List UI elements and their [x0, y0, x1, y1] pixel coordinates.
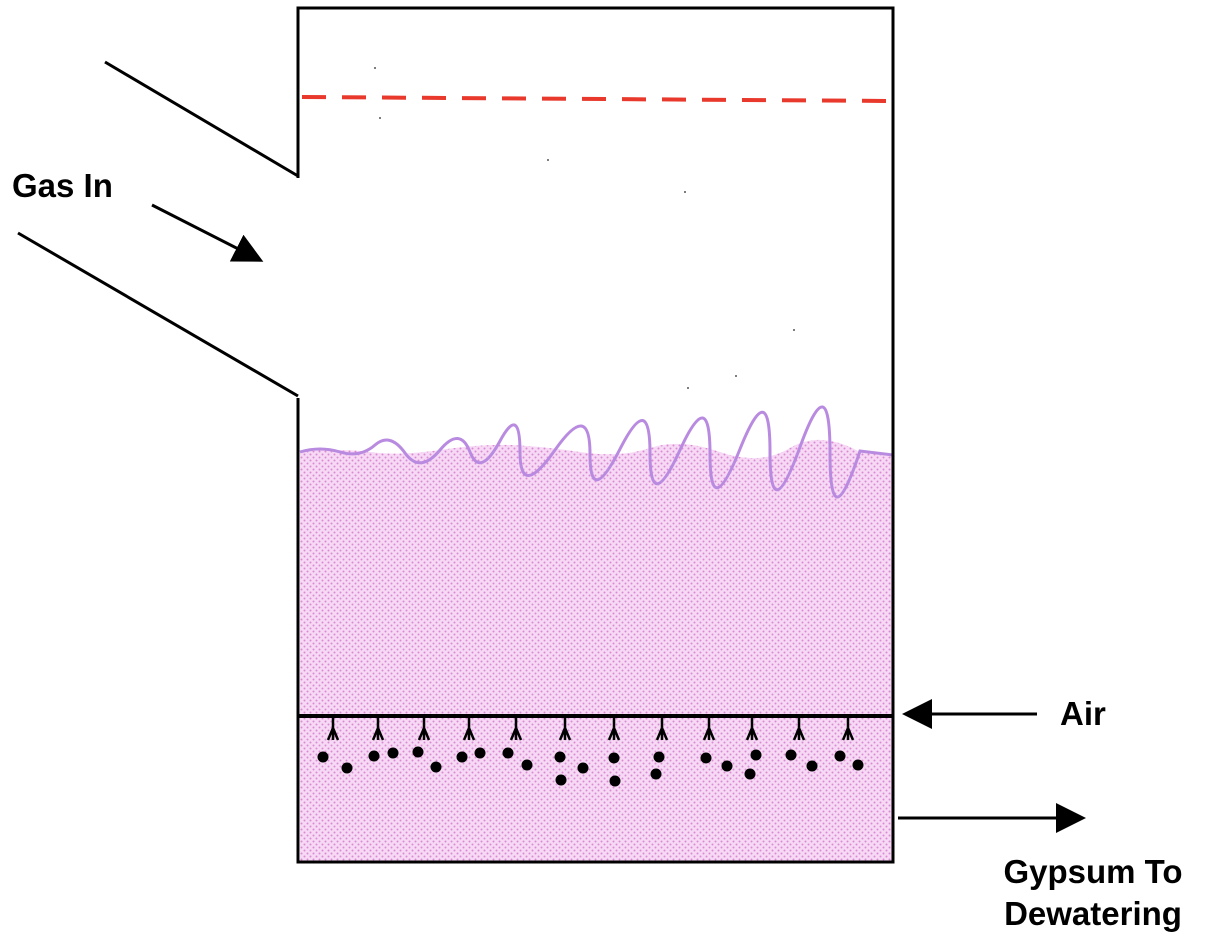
air-bubble	[430, 761, 442, 773]
air-bubble	[806, 760, 818, 772]
air-bubble	[502, 747, 514, 759]
gas-in-label: Gas In	[12, 167, 113, 204]
sparger-nozzle	[655, 718, 669, 741]
sparger-nozzle	[841, 718, 855, 741]
air-bubble	[521, 759, 533, 771]
air-bubble	[412, 746, 424, 758]
air-bubble	[721, 760, 733, 772]
air-bubble	[834, 750, 846, 762]
air-bubble	[653, 751, 665, 763]
air-label: Air	[1060, 695, 1106, 732]
air-bubble	[852, 759, 864, 771]
air-bubble	[387, 747, 399, 759]
air-bubble	[341, 762, 353, 774]
sparger-nozzle	[702, 718, 716, 741]
air-bubble	[700, 752, 712, 764]
sparger-nozzle	[371, 718, 385, 741]
gypsum-label-line1: Gypsum To	[1003, 853, 1183, 890]
air-bubble	[750, 749, 762, 761]
gypsum-to-dewatering-label: Gypsum To Dewatering	[975, 851, 1211, 935]
air-bubble	[368, 750, 380, 762]
air-bubble	[609, 775, 621, 787]
sparger-nozzle	[417, 718, 431, 741]
air-bubble-particles	[317, 746, 864, 787]
inlet-duct-upper-wall	[104, 60, 299, 178]
slurry-surface-line	[299, 405, 894, 499]
sparger-nozzle	[607, 718, 621, 741]
air-bubble	[608, 752, 620, 764]
air-bubble	[555, 774, 567, 786]
absorber-vessel-outline	[296, 6, 895, 864]
sparger-nozzle	[326, 718, 340, 741]
air-bubble	[554, 751, 566, 763]
gypsum-label-line2: Dewatering	[1004, 895, 1182, 932]
sparger-nozzle	[745, 718, 759, 741]
air-bubble	[785, 749, 797, 761]
air-bubble	[317, 751, 329, 763]
sparger-nozzle	[558, 718, 572, 741]
sparger-nozzles	[326, 718, 855, 741]
air-bubble	[474, 747, 486, 759]
air-bubble	[744, 768, 756, 780]
air-bubble	[577, 762, 589, 774]
gas-space-specks	[374, 67, 795, 389]
air-bubble	[456, 751, 468, 763]
sparger-nozzle	[792, 718, 806, 741]
slurry-body	[300, 439, 893, 862]
sparger-nozzle	[509, 718, 523, 741]
mist-eliminator-line	[301, 95, 894, 103]
inlet-duct-lower-wall	[17, 231, 299, 398]
gas-in-arrow	[151, 203, 264, 262]
air-bubble	[650, 768, 662, 780]
sparger-nozzle	[462, 718, 476, 741]
